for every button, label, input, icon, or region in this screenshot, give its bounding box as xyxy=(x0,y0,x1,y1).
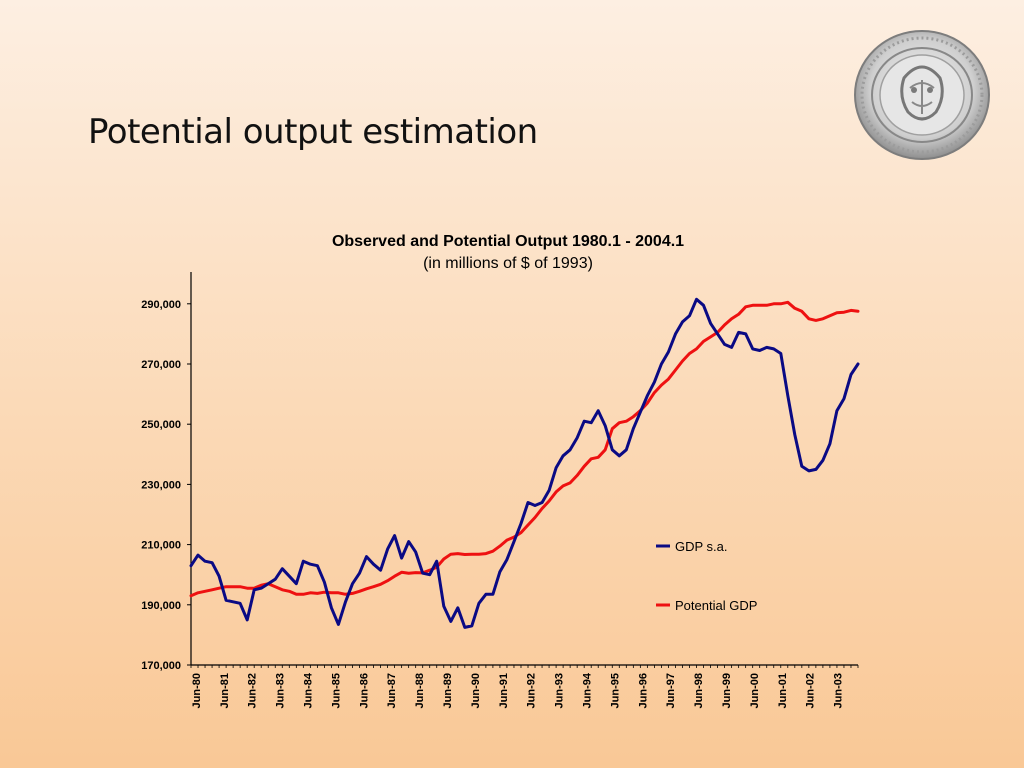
slide-title: Potential output estimation xyxy=(88,112,538,152)
x-tick-label: Jun-82 xyxy=(247,673,259,708)
x-tick-label: Jun-80 xyxy=(191,673,203,708)
legend: GDP s.a. Potential GDP xyxy=(656,539,757,613)
x-tick-label: Jun-90 xyxy=(470,673,482,708)
x-tick-label: Jun-81 xyxy=(219,673,231,708)
axes: 170,000 190,000 210,000 230,000 250,000 270,0… xyxy=(141,272,859,708)
legend-label: Potential GDP xyxy=(675,598,757,613)
x-tick-label: Jun-87 xyxy=(386,673,398,708)
series-layer xyxy=(189,297,860,629)
x-tick-label: Jun-83 xyxy=(275,673,287,708)
x-tick-label: Jun-92 xyxy=(526,673,538,708)
chart-title: Observed and Potential Output 1980.1 - 2… xyxy=(332,233,684,250)
x-tick-label: Jun-96 xyxy=(637,673,649,708)
x-tick-label: Jun-91 xyxy=(498,673,510,708)
x-tick-label: Jun-93 xyxy=(554,673,566,708)
chart-subtitle: (in millions of $ of 1993) xyxy=(423,255,593,272)
x-tick-label: Jun-94 xyxy=(582,672,594,708)
x-tick-label: Jun-03 xyxy=(833,673,845,708)
x-tick-label: Jun-86 xyxy=(358,673,370,708)
x-tick-label: Jun-99 xyxy=(721,673,733,708)
x-tick-label: Jun-97 xyxy=(665,673,677,708)
x-tick-label: Jun-89 xyxy=(442,673,454,708)
y-tick-label: 250,000 xyxy=(141,419,181,431)
x-tick-label: Jun-88 xyxy=(414,673,426,708)
series-line-gdp xyxy=(189,297,860,629)
legend-label: GDP s.a. xyxy=(675,539,728,554)
y-tick-label: 190,000 xyxy=(141,600,181,612)
series-line-potential-gdp xyxy=(189,300,860,598)
x-tick-label: Jun-02 xyxy=(805,673,817,708)
y-tick-label: 210,000 xyxy=(141,540,181,552)
x-tick-label: Jun-85 xyxy=(330,673,342,708)
x-tick-label: Jun-00 xyxy=(749,673,761,708)
seal-emblem-icon xyxy=(854,30,990,160)
y-tick-label: 230,000 xyxy=(141,479,181,491)
x-tick-label: Jun-98 xyxy=(693,673,705,708)
y-tick-label: 270,000 xyxy=(141,359,181,371)
y-tick-label: 170,000 xyxy=(141,660,181,672)
x-tick-label: Jun-84 xyxy=(303,672,315,708)
y-tick-label: 290,000 xyxy=(141,299,181,311)
x-tick-label: Jun-01 xyxy=(777,673,789,708)
x-tick-label: Jun-95 xyxy=(609,673,621,708)
